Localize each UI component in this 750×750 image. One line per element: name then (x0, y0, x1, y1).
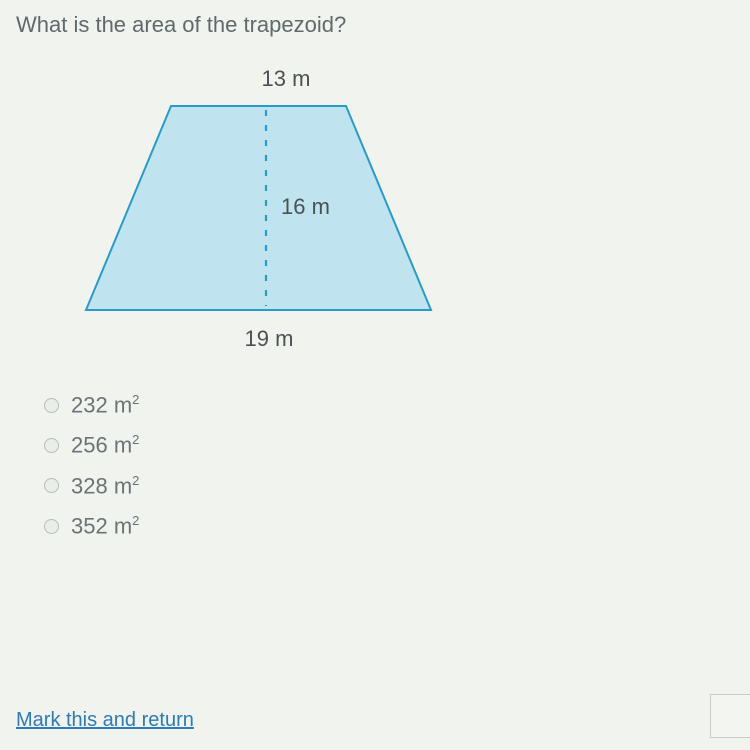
option-label: 232 m2 (71, 392, 139, 418)
radio-icon (44, 478, 59, 493)
radio-icon (44, 438, 59, 453)
option-c[interactable]: 328 m2 (44, 473, 734, 499)
figure-container: 13 m 16 m 19 m (16, 66, 456, 352)
question-text: What is the area of the trapezoid? (16, 12, 734, 38)
mark-return-link[interactable]: Mark this and return (16, 709, 194, 732)
radio-icon (44, 519, 59, 534)
top-dimension-label: 13 m (56, 66, 456, 92)
option-label: 352 m2 (71, 513, 139, 539)
option-a[interactable]: 232 m2 (44, 392, 734, 418)
trapezoid-shape (86, 106, 431, 310)
option-label: 256 m2 (71, 432, 139, 458)
radio-icon (44, 398, 59, 413)
trapezoid-diagram: 16 m (66, 98, 436, 318)
option-label: 328 m2 (71, 473, 139, 499)
bottom-dimension-label: 19 m (56, 326, 456, 352)
option-d[interactable]: 352 m2 (44, 513, 734, 539)
corner-box (710, 694, 750, 738)
height-dimension-label: 16 m (281, 194, 330, 219)
option-b[interactable]: 256 m2 (44, 432, 734, 458)
answer-options: 232 m2 256 m2 328 m2 352 m2 (16, 392, 734, 539)
